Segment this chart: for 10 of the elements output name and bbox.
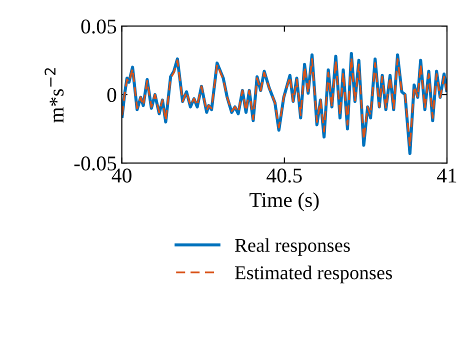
legend-label: Estimated responses bbox=[235, 266, 392, 284]
y-axis-title: m*s$^{−2}$ bbox=[44, 68, 64, 123]
y-tick-label: 0.05 bbox=[81, 19, 116, 34]
x-tick-label: 40.5 bbox=[266, 168, 302, 183]
x-axis-title: Time (s) bbox=[250, 192, 319, 212]
y-tick-label: -0.05 bbox=[74, 156, 116, 171]
x-tick-label: 41 bbox=[436, 168, 456, 182]
x-tick-label: 40 bbox=[112, 168, 132, 183]
legend-label: Real responses bbox=[235, 238, 350, 256]
y-tick-label: 0 bbox=[107, 88, 116, 102]
